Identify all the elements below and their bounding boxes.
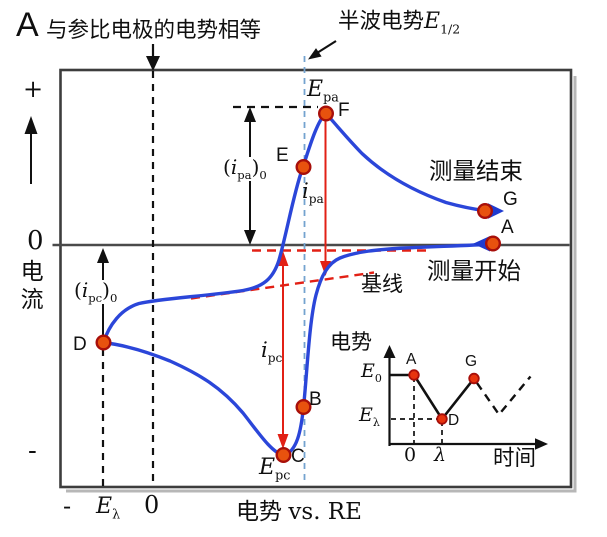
epc-symbol: E [259, 455, 276, 480]
inset-lambda-label: λ [434, 444, 447, 466]
point-c-label: C [291, 446, 305, 467]
point-f-marker [318, 105, 335, 122]
inset-e0-symbol: E [361, 360, 375, 382]
inset-point-g-marker [468, 372, 480, 385]
half-wave-arrow-head-icon [308, 48, 322, 60]
inset-point-d-marker [436, 413, 448, 425]
point-d-label: D [73, 334, 87, 355]
panel-label: A [16, 6, 39, 44]
ipc0-open: ( [74, 278, 82, 302]
reverse-scan-curve [101, 111, 489, 345]
inset-e0-label: E0 [361, 360, 382, 385]
point-g-label: G [503, 189, 518, 210]
inset-point-a-label: A [406, 351, 417, 368]
ipa0-label: (ipa)0 [221, 155, 269, 182]
point-b-label: B [309, 389, 322, 410]
y-zero-label: 0 [27, 226, 44, 256]
ipc0-subscript: pc [88, 291, 103, 305]
x-elambda-symbol: E [96, 494, 113, 519]
inset-point-g-label: G [465, 353, 478, 370]
ipa0-symbol: i [230, 155, 238, 179]
point-a-label: A [501, 217, 514, 238]
epa-subscript: pa [323, 90, 339, 106]
inset-elambda-label: Eλ [359, 404, 380, 429]
measure-end-note: 测量结束 [429, 158, 523, 184]
ipa-subscript: pa [308, 192, 324, 207]
half-wave-subscript: 1/2 [440, 21, 461, 37]
ipa0-arrow-up-icon [244, 107, 256, 122]
ipa-label: ipa [302, 180, 324, 206]
y-minus-label: - [28, 436, 37, 466]
point-g-marker [477, 202, 494, 219]
half-wave-note: 半波电势E1/2 [338, 9, 461, 37]
ipc0-arrow-up-icon [97, 248, 109, 263]
inset-x-arrow-icon [535, 438, 548, 450]
inset-y-title: 电势 [330, 331, 372, 354]
half-wave-symbol: E [424, 9, 441, 34]
ref-arrow-head-icon [146, 56, 160, 71]
scan-start-arrow-icon [473, 236, 490, 252]
ipa0-open: ( [223, 155, 231, 179]
baseline-note: 基线 [361, 273, 403, 296]
ipa-symbol: i [302, 179, 309, 203]
ipc0-zero: 0 [109, 291, 118, 305]
x-zero-label: 0 [144, 491, 160, 519]
ref-potential-note: 与参比电极的电势相等 [46, 18, 262, 42]
point-c-marker [275, 447, 292, 464]
scan-end-arrow-icon [488, 203, 504, 219]
x-minus-label: - [63, 492, 72, 520]
box-shadow [66, 76, 577, 493]
inset-waveform-dashed [476, 375, 532, 417]
epc-subscript: pc [275, 468, 291, 484]
x-axis-title-cjk: 电势 [236, 498, 282, 524]
epa-symbol: E [307, 77, 324, 102]
ipa0-zero: 0 [259, 168, 267, 182]
inset-y-arrow-icon [383, 345, 396, 358]
y-axis-title: 电流 [17, 259, 44, 315]
ipc0-symbol: i [81, 278, 89, 302]
inset-x-title: 时间 [493, 446, 537, 470]
ipc0-label: (ipc)0 [72, 278, 120, 305]
plot-frame [59, 68, 573, 489]
inset-zero-label: 0 [404, 444, 417, 466]
point-d-marker [95, 334, 112, 351]
ipc-arrow-down-icon [277, 434, 289, 449]
inset-waveform-solid [389, 373, 476, 422]
half-wave-arrow-shaft [316, 40, 337, 54]
point-e-marker [295, 158, 312, 175]
measure-start-note: 测量开始 [427, 258, 521, 284]
ipa0-arrow-down-icon [244, 230, 256, 245]
ipa0-close: ) [251, 155, 260, 179]
x-axis-title-latin: vs. RE [288, 499, 362, 525]
inset-point-a-marker [408, 369, 420, 381]
epa-label: Epa [307, 77, 339, 105]
inset-elambda-symbol: E [359, 404, 373, 426]
ipc-subscript: pc [267, 351, 283, 366]
ipa0-subscript: pa [237, 168, 252, 182]
half-wave-prefix: 半波电势 [338, 9, 425, 33]
y-plus-label: + [23, 75, 44, 103]
point-b-marker [295, 399, 312, 416]
epc-label: Epc [259, 455, 290, 483]
inset-elambda-subscript: λ [372, 415, 380, 429]
inset-point-d-label: D [448, 412, 460, 429]
x-elambda-label: Eλ [96, 494, 120, 522]
ipc-symbol: i [261, 338, 268, 362]
ipc0-close: ) [102, 278, 110, 302]
point-a-marker [485, 235, 502, 252]
point-f-label: F [338, 100, 350, 121]
y-axis-arrow-head-icon [24, 116, 38, 134]
ipc-arrow-up-icon [277, 251, 289, 266]
inset-e0-subscript: 0 [374, 371, 382, 385]
x-elambda-subscript: λ [112, 507, 121, 523]
x-axis-title: 电势 vs. RE [236, 499, 362, 524]
point-e-label: E [276, 145, 289, 166]
ipc-label: ipc [261, 339, 282, 365]
